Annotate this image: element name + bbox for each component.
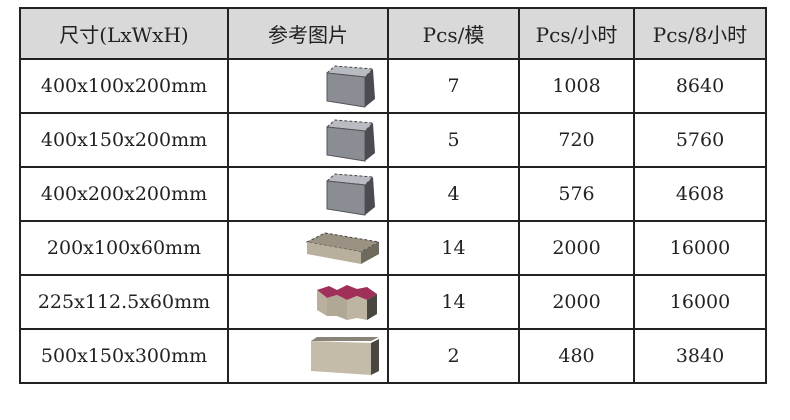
per-mold-cell: 14 xyxy=(387,274,520,330)
size-cell: 200x100x60mm xyxy=(19,220,229,276)
per-8h-cell: 16000 xyxy=(633,220,767,276)
per-8h-cell: 16000 xyxy=(633,274,767,330)
table-row: 500x150x300mm 2 480 3840 xyxy=(19,328,767,384)
image-cell xyxy=(227,220,389,276)
per-hour-cell: 1008 xyxy=(518,58,635,114)
header-size: 尺寸(LxWxH) xyxy=(19,7,229,60)
header-row: 尺寸(LxWxH) 参考图片 Pcs/模 Pcs/小时 Pcs/8小时 xyxy=(19,7,767,60)
table-row: 200x100x60mm 14 2000 16000 xyxy=(19,220,767,276)
per-8h-cell: 5760 xyxy=(633,112,767,168)
image-cell xyxy=(227,274,389,330)
table-row: 225x112.5x60mm 14 2000 16000 xyxy=(19,274,767,330)
image-cell xyxy=(227,328,389,384)
per-8h-cell: 3840 xyxy=(633,328,767,384)
per-mold-cell: 7 xyxy=(387,58,520,114)
per-hour-cell: 720 xyxy=(518,112,635,168)
per-8h-cell: 4608 xyxy=(633,166,767,222)
image-cell xyxy=(227,166,389,222)
per-hour-cell: 2000 xyxy=(518,220,635,276)
header-per-8h: Pcs/8小时 xyxy=(633,7,767,60)
size-cell: 400x100x200mm xyxy=(19,58,229,114)
header-per-hour: Pcs/小时 xyxy=(518,7,635,60)
per-hour-cell: 480 xyxy=(518,328,635,384)
per-hour-cell: 2000 xyxy=(518,274,635,330)
image-cell xyxy=(227,112,389,168)
per-mold-cell: 2 xyxy=(387,328,520,384)
table-row: 400x150x200mm 5 720 5760 xyxy=(19,112,767,168)
table-row: 400x100x200mm 7 1008 8640 xyxy=(19,58,767,114)
per-hour-cell: 576 xyxy=(518,166,635,222)
size-cell: 400x200x200mm xyxy=(19,166,229,222)
per-mold-cell: 14 xyxy=(387,220,520,276)
per-8h-cell: 8640 xyxy=(633,58,767,114)
image-cell xyxy=(227,58,389,114)
header-image: 参考图片 xyxy=(227,7,389,60)
size-cell: 225x112.5x60mm xyxy=(19,274,229,330)
spec-table: 尺寸(LxWxH) 参考图片 Pcs/模 Pcs/小时 Pcs/8小时 400x… xyxy=(19,7,767,384)
per-mold-cell: 4 xyxy=(387,166,520,222)
header-per-mold: Pcs/模 xyxy=(387,7,520,60)
per-mold-cell: 5 xyxy=(387,112,520,168)
size-cell: 500x150x300mm xyxy=(19,328,229,384)
table-row: 400x200x200mm 4 576 4608 xyxy=(19,166,767,222)
size-cell: 400x150x200mm xyxy=(19,112,229,168)
